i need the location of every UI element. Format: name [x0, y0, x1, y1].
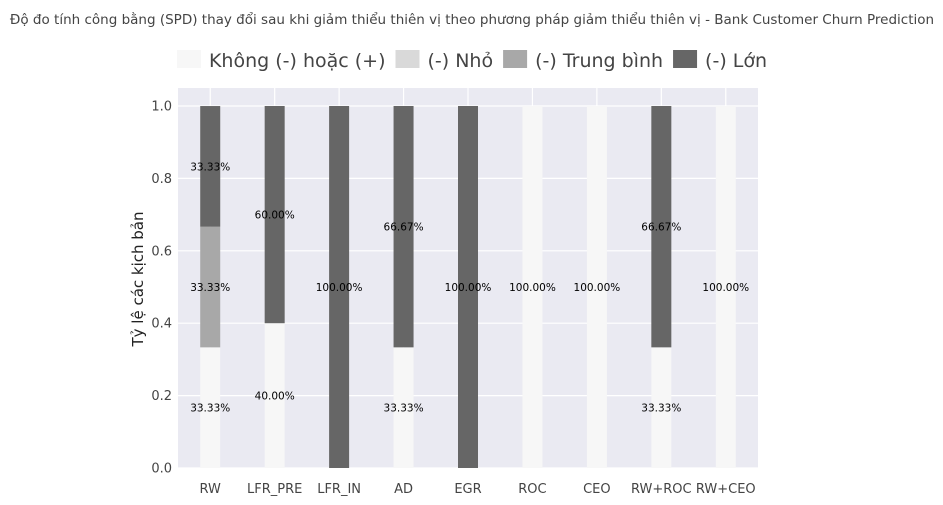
legend: Không (-) hoặc (+) (-) Nhỏ (-) Trung bình (…: [176, 50, 767, 72]
data-label: 100.00%: [702, 282, 749, 294]
y-tick-label: 0.0: [151, 462, 172, 477]
legend-swatch: [673, 50, 698, 68]
bar-segment: [651, 347, 672, 468]
x-tick-label: RW+ROC: [631, 482, 692, 497]
data-label: 100.00%: [316, 282, 363, 294]
legend-label: (-) Nhỏ: [427, 50, 493, 72]
x-tick-label: EGR: [454, 482, 481, 497]
bars: [200, 106, 736, 468]
bar-segment: [264, 106, 285, 324]
bar-segment: [200, 347, 221, 468]
data-label: 100.00%: [509, 282, 556, 294]
x-tick-label: AD: [394, 482, 413, 497]
data-label: 40.00%: [255, 391, 295, 403]
y-tick-label: 1.0: [151, 100, 172, 115]
bar-segment: [393, 347, 414, 468]
legend-item: (-) Trung bình: [503, 50, 663, 72]
legend-swatch: [395, 50, 420, 68]
bar-segment: [200, 106, 221, 227]
data-label: 33.33%: [641, 403, 681, 415]
legend-label: Không (-) hoặc (+): [209, 50, 386, 72]
legend-item: (-) Lớn: [673, 50, 767, 72]
x-tick-label: LFR_IN: [317, 482, 361, 497]
bar-segment: [393, 106, 414, 348]
legend-label: (-) Lớn: [705, 50, 767, 72]
legend-item: Không (-) hoặc (+): [176, 50, 386, 72]
data-labels: 33.33% 33.33% 33.33% 40.00% 60.00% 100.00% 33.…: [190, 161, 749, 414]
x-tick-label: LFR_PRE: [247, 482, 302, 497]
bar-segment: [264, 323, 285, 468]
data-label: 33.33%: [190, 282, 230, 294]
data-label: 33.33%: [190, 161, 230, 173]
chart-title: Độ đo tính công bằng (SPD) thay đổi sau …: [10, 11, 934, 28]
bar-segment: [715, 106, 736, 468]
x-tick-label: CEO: [583, 482, 611, 497]
bar-segment: [651, 106, 672, 348]
data-label: 60.00%: [255, 210, 295, 222]
bar-segment: [522, 106, 543, 468]
data-label: 33.33%: [384, 403, 424, 415]
bar-segment: [200, 226, 221, 348]
data-label: 100.00%: [574, 282, 621, 294]
y-axis-label: Tỷ lệ các kịch bản: [129, 211, 147, 347]
x-tick-label: RW: [200, 482, 222, 497]
x-tick-label: RW+CEO: [696, 482, 756, 497]
x-tick-label: ROC: [518, 482, 546, 497]
data-label: 66.67%: [641, 222, 681, 234]
data-label: 66.67%: [384, 222, 424, 234]
bar-segment: [458, 106, 478, 468]
data-label: 33.33%: [190, 403, 230, 415]
y-tick-label: 0.4: [151, 317, 172, 332]
data-label: 100.00%: [445, 282, 492, 294]
y-tick-label: 0.6: [151, 244, 172, 259]
y-tick-label: 0.2: [151, 389, 172, 404]
legend-label: (-) Trung bình: [535, 50, 663, 72]
legend-swatch: [176, 50, 201, 68]
legend-swatch: [503, 50, 528, 68]
legend-item: (-) Nhỏ: [395, 50, 493, 72]
y-tick-label: 0.8: [151, 172, 172, 187]
bar-segment: [586, 106, 607, 468]
bar-segment: [329, 106, 350, 468]
x-axis-ticks: RW LFR_PRE LFR_IN AD EGR ROC CEO RW+ROC RW+CEO: [200, 482, 756, 497]
y-axis-ticks: 0.0 0.2 0.4 0.6 0.8 1.0: [151, 100, 172, 477]
